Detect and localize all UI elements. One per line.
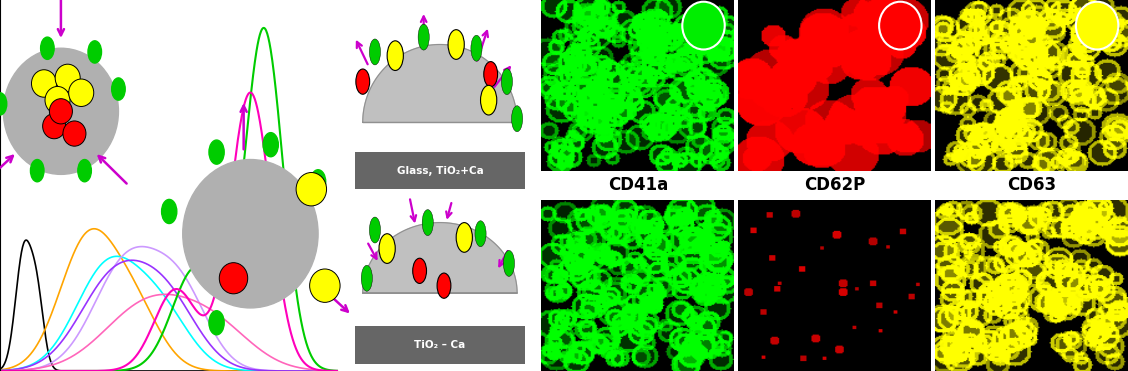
Ellipse shape: [503, 250, 514, 276]
Ellipse shape: [470, 35, 482, 61]
Circle shape: [219, 263, 248, 294]
Ellipse shape: [0, 93, 7, 115]
Ellipse shape: [879, 2, 922, 49]
Circle shape: [183, 160, 318, 308]
Circle shape: [69, 79, 94, 106]
Text: TiO₂ – Ca: TiO₂ – Ca: [414, 340, 466, 350]
Bar: [354, 326, 526, 364]
Ellipse shape: [361, 265, 372, 291]
Ellipse shape: [263, 132, 279, 157]
Ellipse shape: [369, 217, 380, 243]
Text: CD63: CD63: [1007, 177, 1056, 194]
Bar: [354, 152, 526, 189]
Ellipse shape: [88, 41, 102, 63]
Ellipse shape: [418, 24, 430, 50]
Circle shape: [55, 64, 80, 92]
Ellipse shape: [41, 37, 54, 59]
Ellipse shape: [682, 2, 724, 49]
Ellipse shape: [475, 221, 486, 247]
Circle shape: [355, 69, 370, 94]
Ellipse shape: [511, 106, 522, 132]
Circle shape: [45, 86, 70, 114]
Ellipse shape: [310, 170, 326, 194]
Circle shape: [296, 173, 327, 206]
Ellipse shape: [112, 78, 125, 100]
Circle shape: [379, 234, 395, 263]
Circle shape: [43, 114, 65, 139]
Circle shape: [413, 258, 426, 283]
Ellipse shape: [78, 160, 91, 182]
Circle shape: [387, 41, 404, 70]
Ellipse shape: [501, 69, 512, 95]
Ellipse shape: [422, 210, 433, 236]
Circle shape: [32, 70, 56, 97]
Text: Glass, TiO₂+Ca: Glass, TiO₂+Ca: [397, 166, 483, 175]
Ellipse shape: [209, 140, 224, 164]
Text: CD41a: CD41a: [608, 177, 668, 194]
Circle shape: [63, 121, 86, 146]
Circle shape: [309, 269, 341, 302]
Circle shape: [50, 99, 72, 124]
Circle shape: [456, 223, 473, 252]
Text: CD62P: CD62P: [804, 177, 865, 194]
Circle shape: [3, 48, 118, 174]
Ellipse shape: [209, 311, 224, 335]
Circle shape: [448, 30, 465, 59]
Circle shape: [484, 62, 497, 87]
Circle shape: [481, 85, 496, 115]
Polygon shape: [363, 223, 517, 293]
Ellipse shape: [30, 160, 44, 182]
Ellipse shape: [161, 200, 177, 223]
Circle shape: [437, 273, 451, 298]
Polygon shape: [363, 45, 517, 122]
Ellipse shape: [369, 39, 380, 65]
Ellipse shape: [1076, 2, 1118, 49]
